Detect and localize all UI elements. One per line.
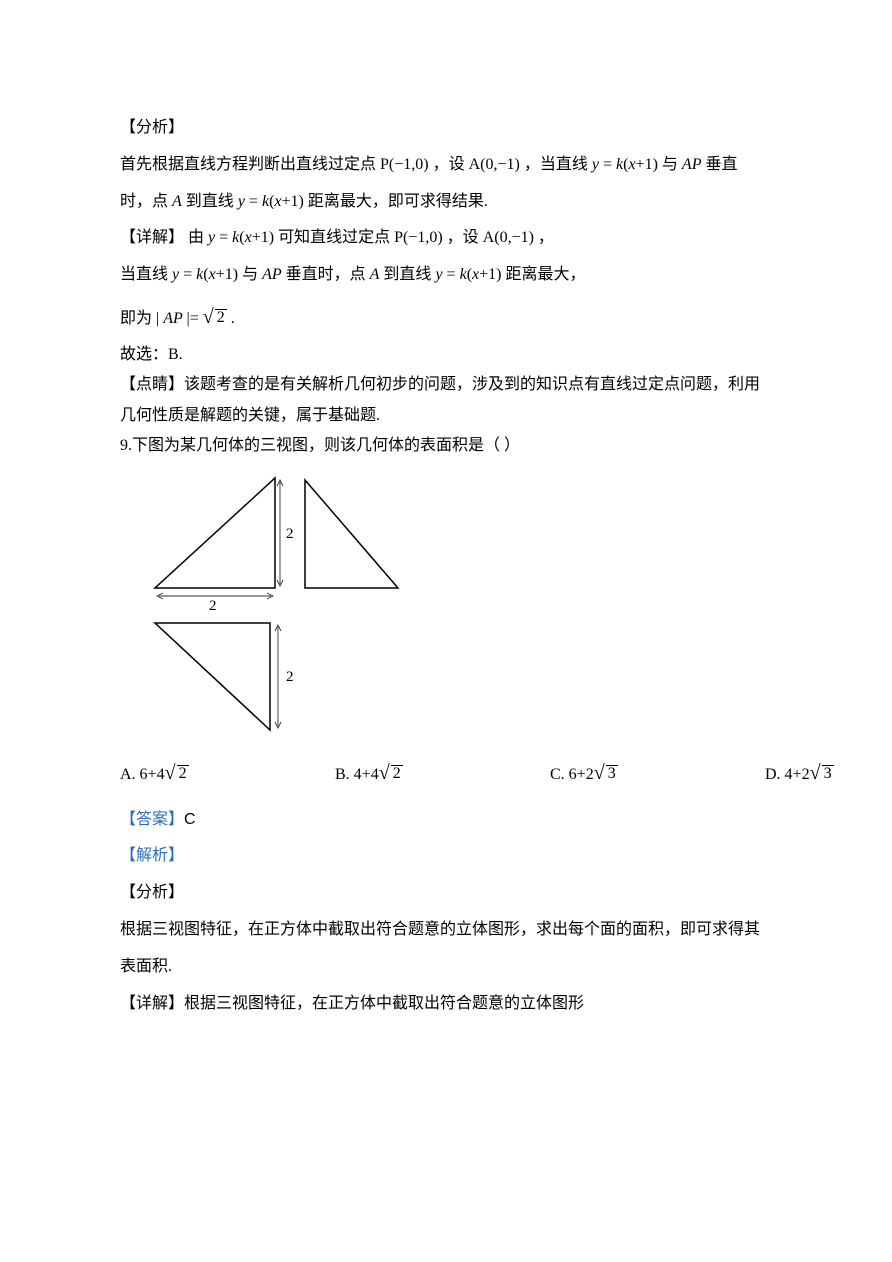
option-D: D. 4+23	[765, 750, 834, 796]
answer-label: 【答案】	[120, 811, 184, 828]
answer-line: 【答案】C	[120, 802, 777, 839]
dianjing-label: 【点睛】	[120, 376, 184, 393]
text: 可知直线过定点	[278, 229, 394, 246]
option-A: A. 6+42	[120, 750, 335, 796]
math-eq: y = k(x+1)	[592, 156, 658, 173]
math-eq: y = k(x+1)	[238, 193, 304, 210]
text: 当直线	[120, 266, 172, 283]
math-AP: AP	[682, 156, 702, 173]
option-C: C. 6+23	[550, 750, 765, 796]
text: 距离最大，	[505, 266, 585, 283]
dim-label-bottom-v: 2	[286, 669, 294, 685]
dim-label-top: 2	[286, 526, 294, 542]
radical: 2	[165, 750, 189, 796]
text: 与	[662, 156, 682, 173]
text: 到直线	[383, 266, 435, 283]
text: ，设	[447, 229, 483, 246]
math-absAP: | AP |=	[156, 310, 199, 327]
math-P: P(−1,0)	[394, 229, 443, 246]
math-AP: AP	[262, 266, 282, 283]
three-view-figure: 2 2 2	[140, 468, 777, 738]
text: ，设	[433, 156, 469, 173]
jiexi-line: 【解析】	[120, 838, 777, 875]
text: 垂直时，点	[286, 266, 370, 283]
opt-text: D. 4+2	[765, 766, 810, 783]
xiangjie2-label: 【详解】	[120, 995, 184, 1012]
fenxi-label: 【分析】	[120, 110, 777, 147]
math-eq: y = k(x+1)	[435, 266, 501, 283]
math-A: A	[370, 266, 380, 283]
xiangjie-label: 【详解】	[120, 229, 184, 246]
radical: 2	[379, 750, 403, 796]
text: 由	[188, 229, 208, 246]
math-A: A(0,−1)	[483, 229, 534, 246]
option-B: B. 4+42	[335, 750, 550, 796]
fenxi-line-1: 首先根据直线方程判断出直线过定点 P(−1,0) ，设 A(0,−1) ，当直线…	[120, 147, 777, 184]
fenxi2-line-1: 根据三视图特征，在正方体中截取出符合题意的立体图形，求出每个面的面积，即可求得其	[120, 912, 777, 949]
text: 垂直	[705, 156, 737, 173]
opt-text: A. 6+4	[120, 766, 165, 783]
xiangjie2-line: 【详解】根据三视图特征，在正方体中截取出符合题意的立体图形	[120, 986, 777, 1023]
text: 根据三视图特征，在正方体中截取出符合题意的立体图形	[184, 995, 584, 1012]
text: 首先根据直线方程判断出直线过定点	[120, 156, 380, 173]
text: .	[231, 310, 235, 327]
text: ，	[538, 229, 554, 246]
math-A: A	[172, 193, 182, 210]
fenxi2-line-2: 表面积.	[120, 949, 777, 986]
radical-2: 2	[203, 294, 227, 340]
text: ，当直线	[524, 156, 592, 173]
answer-value: C	[184, 811, 196, 828]
text: 即为	[120, 310, 156, 327]
text: 距离最大，即可求得结果.	[308, 193, 488, 210]
dianjing-line-2: 几何性质是解题的关键，属于基础题.	[120, 401, 777, 431]
dim-label-bottom-h: 2	[209, 598, 217, 614]
jiexi-label: 【解析】	[120, 847, 184, 864]
math-eq: y = k(x+1)	[172, 266, 238, 283]
math-A: A(0,−1)	[469, 156, 520, 173]
opt-text: C. 6+2	[550, 766, 594, 783]
select-line: 故选：B.	[120, 340, 777, 370]
xiangjie-line-2: 当直线 y = k(x+1) 与 AP 垂直时，点 A 到直线 y = k(x+…	[120, 257, 777, 294]
radical: 3	[594, 750, 618, 796]
text: 时，点	[120, 193, 172, 210]
opt-text: B. 4+4	[335, 766, 379, 783]
math-P: P(−1,0)	[380, 156, 429, 173]
math-eq: y = k(x+1)	[208, 229, 274, 246]
fenxi-line-2: 时，点 A 到直线 y = k(x+1) 距离最大，即可求得结果.	[120, 184, 777, 221]
q9-stem: 9.下图为某几何体的三视图，则该几何体的表面积是（ ）	[120, 431, 777, 461]
options-row: A. 6+42 B. 4+42 C. 6+23 D. 4+23	[120, 750, 777, 796]
dianjing-line-1: 【点睛】该题考查的是有关解析几何初步的问题，涉及到的知识点有直线过定点问题，利用	[120, 370, 777, 400]
text: 到直线	[186, 193, 238, 210]
text: 该题考查的是有关解析几何初步的问题，涉及到的知识点有直线过定点问题，利用	[184, 376, 760, 393]
fenxi2-label: 【分析】	[120, 875, 777, 912]
xiangjie-line-3: 即为 | AP |= 2 .	[120, 294, 777, 340]
text: 与	[242, 266, 262, 283]
xiangjie-line-1: 【详解】 由 y = k(x+1) 可知直线过定点 P(−1,0) ，设 A(0…	[120, 220, 777, 257]
radical: 3	[810, 750, 834, 796]
